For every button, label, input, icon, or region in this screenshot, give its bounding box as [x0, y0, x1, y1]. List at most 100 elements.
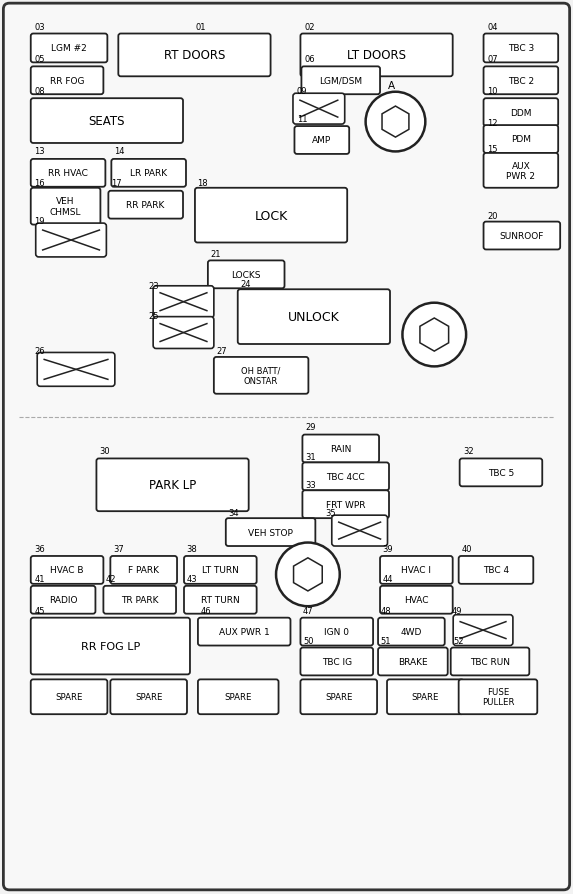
Text: TBC RUN: TBC RUN: [470, 657, 510, 666]
Text: SPARE: SPARE: [56, 693, 83, 702]
Text: RAIN: RAIN: [330, 444, 351, 453]
Text: LOCKS: LOCKS: [231, 271, 261, 280]
Text: 04: 04: [487, 23, 497, 32]
FancyBboxPatch shape: [380, 586, 453, 614]
Text: 20: 20: [487, 212, 497, 221]
Text: 4WD: 4WD: [401, 628, 422, 637]
Text: 27: 27: [217, 347, 227, 356]
Text: 12: 12: [487, 118, 497, 128]
Text: A: A: [387, 80, 395, 90]
Text: 03: 03: [34, 23, 45, 32]
Text: LGM #2: LGM #2: [51, 45, 87, 54]
FancyBboxPatch shape: [484, 99, 558, 127]
FancyBboxPatch shape: [484, 126, 558, 154]
FancyBboxPatch shape: [300, 618, 373, 645]
Text: 09: 09: [297, 87, 308, 96]
Text: 29: 29: [305, 423, 315, 432]
Text: RR FOG: RR FOG: [50, 77, 84, 86]
Text: 16: 16: [34, 179, 45, 188]
FancyBboxPatch shape: [460, 459, 542, 486]
FancyBboxPatch shape: [387, 679, 464, 714]
Text: 35: 35: [325, 508, 335, 517]
Text: 45: 45: [34, 606, 45, 615]
Polygon shape: [382, 107, 409, 138]
Text: 07: 07: [487, 55, 497, 63]
Text: 48: 48: [380, 606, 391, 615]
Text: SPARE: SPARE: [135, 693, 162, 702]
Text: HVAC I: HVAC I: [401, 566, 431, 575]
FancyBboxPatch shape: [31, 679, 107, 714]
Text: 05: 05: [34, 55, 45, 63]
Text: SPARE: SPARE: [411, 693, 439, 702]
Text: F PARK: F PARK: [128, 566, 159, 575]
Text: RT TURN: RT TURN: [201, 595, 240, 604]
Text: 30: 30: [99, 446, 109, 455]
FancyBboxPatch shape: [198, 618, 291, 645]
FancyBboxPatch shape: [453, 615, 513, 645]
FancyBboxPatch shape: [303, 491, 389, 519]
Text: 41: 41: [34, 575, 45, 584]
Text: 46: 46: [201, 606, 211, 615]
Text: LGM/DSM: LGM/DSM: [319, 77, 362, 86]
Text: VEH STOP: VEH STOP: [248, 528, 293, 537]
Text: 32: 32: [463, 446, 474, 455]
Text: RR PARK: RR PARK: [127, 201, 165, 210]
FancyBboxPatch shape: [31, 618, 190, 675]
FancyBboxPatch shape: [451, 648, 529, 676]
FancyBboxPatch shape: [31, 556, 103, 584]
FancyBboxPatch shape: [238, 290, 390, 344]
Circle shape: [402, 303, 466, 367]
FancyBboxPatch shape: [378, 648, 448, 676]
FancyBboxPatch shape: [153, 286, 214, 318]
Text: 37: 37: [113, 544, 124, 554]
Text: 33: 33: [305, 480, 316, 489]
Text: 43: 43: [186, 575, 197, 584]
Text: 50: 50: [303, 637, 313, 645]
FancyBboxPatch shape: [301, 67, 380, 95]
Text: 36: 36: [34, 544, 45, 554]
FancyBboxPatch shape: [118, 35, 270, 77]
FancyBboxPatch shape: [184, 586, 257, 614]
FancyBboxPatch shape: [195, 189, 347, 243]
Text: 31: 31: [305, 452, 316, 461]
Text: 06: 06: [305, 55, 316, 63]
Circle shape: [366, 93, 425, 152]
FancyBboxPatch shape: [295, 127, 349, 155]
Text: UNLOCK: UNLOCK: [288, 311, 340, 324]
FancyBboxPatch shape: [484, 35, 558, 63]
Text: DDM: DDM: [510, 108, 532, 117]
Text: 44: 44: [383, 575, 393, 584]
Text: OH BATT/
ONSTAR: OH BATT/ ONSTAR: [241, 367, 281, 385]
Text: LOCK: LOCK: [254, 209, 288, 223]
FancyBboxPatch shape: [332, 516, 387, 546]
FancyBboxPatch shape: [214, 358, 308, 394]
FancyBboxPatch shape: [103, 586, 176, 614]
Text: 02: 02: [305, 23, 315, 32]
Text: 39: 39: [383, 544, 393, 554]
Polygon shape: [293, 558, 322, 591]
Text: SUNROOF: SUNROOF: [500, 232, 544, 240]
Text: 17: 17: [111, 179, 121, 188]
Text: 14: 14: [114, 148, 124, 156]
Text: 11: 11: [297, 114, 308, 123]
FancyBboxPatch shape: [378, 618, 445, 645]
Text: LT TURN: LT TURN: [202, 566, 239, 575]
Text: HVAC: HVAC: [404, 595, 429, 604]
FancyBboxPatch shape: [31, 67, 103, 95]
Text: AUX
PWR 2: AUX PWR 2: [507, 162, 535, 181]
Text: 13: 13: [34, 148, 45, 156]
Text: 42: 42: [106, 575, 116, 584]
Text: 24: 24: [240, 280, 251, 289]
FancyBboxPatch shape: [111, 160, 186, 188]
Text: 47: 47: [303, 606, 313, 615]
FancyBboxPatch shape: [184, 556, 257, 584]
Text: AMP: AMP: [312, 137, 331, 146]
FancyBboxPatch shape: [458, 679, 537, 714]
Text: TBC 5: TBC 5: [488, 468, 514, 477]
FancyBboxPatch shape: [31, 189, 100, 225]
Text: FRT WPR: FRT WPR: [326, 500, 366, 510]
FancyBboxPatch shape: [458, 556, 533, 584]
Text: RADIO: RADIO: [49, 595, 77, 604]
FancyBboxPatch shape: [303, 463, 389, 491]
Text: 21: 21: [210, 249, 221, 258]
